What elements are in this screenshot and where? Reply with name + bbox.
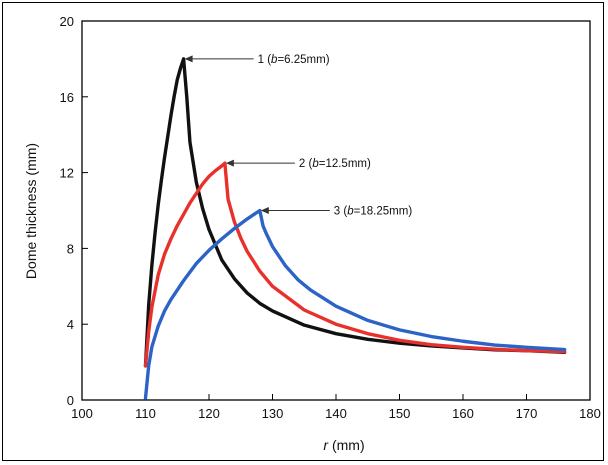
x-tick-label: 100 bbox=[71, 406, 93, 421]
x-tick-label: 150 bbox=[389, 406, 411, 421]
x-tick-label: 170 bbox=[516, 406, 538, 421]
arrow-head-icon bbox=[184, 55, 193, 63]
y-tick-label: 4 bbox=[67, 317, 74, 332]
y-tick-label: 0 bbox=[67, 393, 74, 408]
annotation-label-3: 3 (b=18.25mm) bbox=[334, 206, 413, 218]
annotation-label-2: 2 (b=12.5mm) bbox=[299, 158, 371, 170]
x-tick-label: 130 bbox=[262, 406, 284, 421]
x-tick-label: 180 bbox=[579, 406, 601, 421]
arrow-head-icon bbox=[260, 207, 269, 214]
series-layer bbox=[143, 57, 567, 400]
series-line-2 bbox=[143, 161, 567, 368]
annotation-label-1: 1 (b=6.25mm) bbox=[258, 54, 330, 66]
x-axis-variable: r bbox=[323, 437, 329, 453]
x-tick-label: 110 bbox=[135, 406, 156, 421]
series-line-1 bbox=[143, 57, 567, 368]
x-tick-label: 160 bbox=[452, 406, 474, 421]
x-tick-label: 120 bbox=[198, 406, 220, 421]
tick-group: 100 110 120 130 140 150 160 170 180 0 4 8 12 16 20 bbox=[60, 14, 601, 421]
y-tick-label: 8 bbox=[67, 241, 74, 256]
y-tick-label: 20 bbox=[60, 14, 74, 29]
figure-frame bbox=[2, 2, 604, 461]
arrow-head-icon bbox=[225, 159, 234, 167]
annotation-layer: 1 (b=6.25mm) 2 (b=12.5mm) 3 (b=18.25mm) bbox=[184, 54, 413, 218]
y-tick-label: 12 bbox=[60, 166, 74, 181]
x-axis-unit: (mm) bbox=[332, 437, 365, 453]
x-tick-label: 140 bbox=[325, 406, 347, 421]
y-axis-title: Dome thickness (mm) bbox=[23, 143, 39, 279]
y-tick-label: 16 bbox=[60, 90, 74, 105]
series-line-3 bbox=[143, 208, 567, 400]
x-axis-title: r (mm) bbox=[323, 437, 364, 453]
